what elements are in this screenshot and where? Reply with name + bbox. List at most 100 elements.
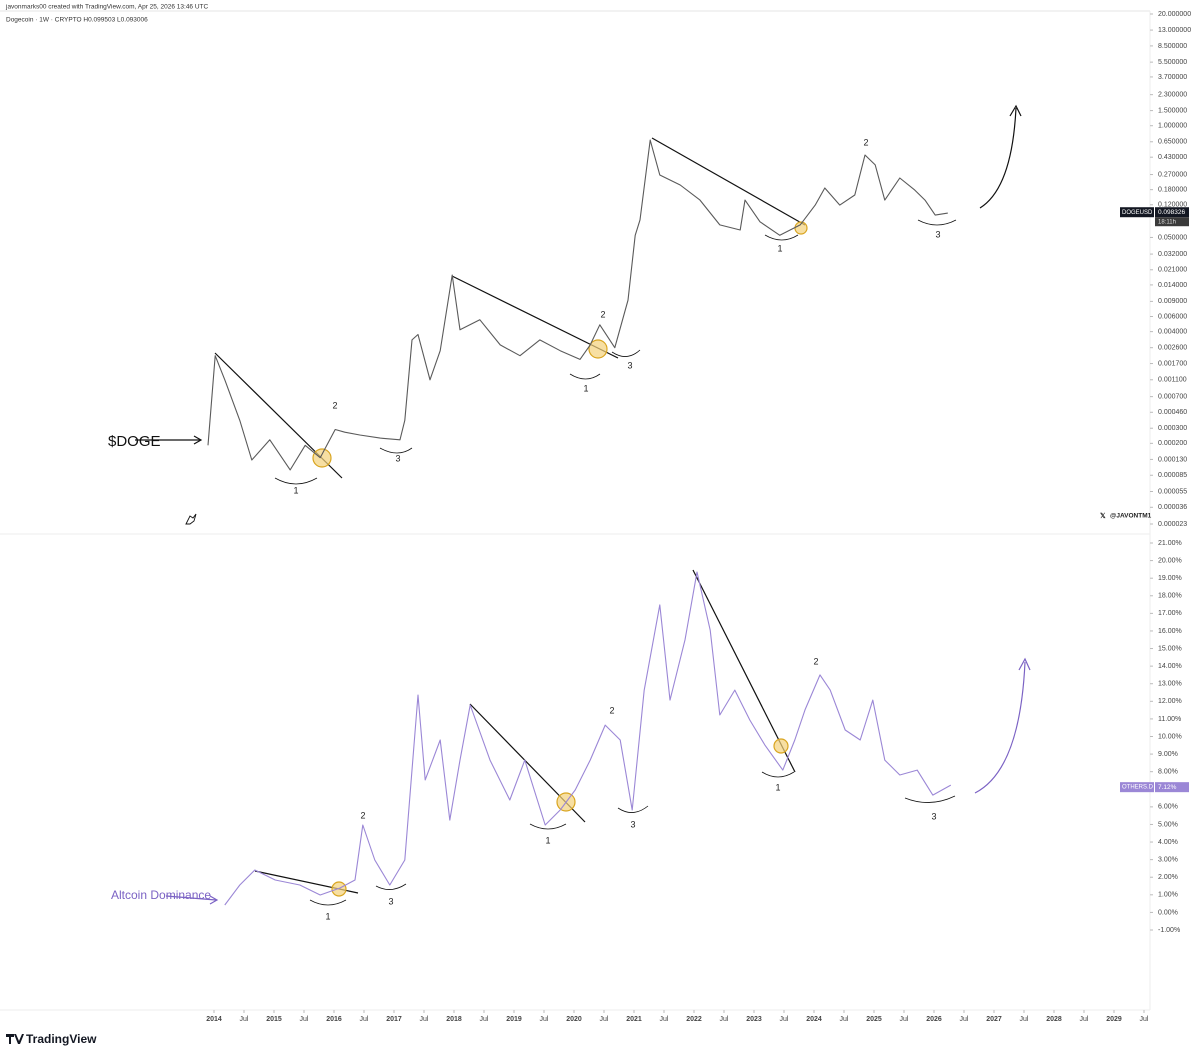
price-tag [1155,782,1189,793]
symbol-info: Dogecoin · 1W · CRYPTO H0.099503 L0.0930… [6,17,148,24]
symbol-tag-label: DOGEUSD [1122,210,1153,216]
y-tick-label: 0.014000 [1158,282,1187,289]
y-tick-label: 0.180000 [1158,187,1187,194]
wave-label: 2 [360,810,365,820]
x-tick-label: 2017 [386,1016,402,1023]
arrow-head [1009,104,1022,117]
bottom-arc [569,373,601,380]
price-tag-label: 7.12% [1158,784,1177,791]
bottom-arc [379,447,413,454]
y-tick-label: 13.000000 [1158,27,1191,34]
x-tick-label: Jul [540,1016,549,1023]
wave-label: 3 [388,896,393,906]
x-tick-label: Jul [660,1016,669,1023]
arrow-head [209,895,219,905]
x-tick-label: 2029 [1106,1016,1122,1023]
trend-line [651,137,806,226]
y-tick-label: 0.120000 [1158,202,1187,209]
doge-icon [185,513,197,525]
y-tick-label: 0.021000 [1158,267,1187,274]
price-line [207,139,948,471]
y-tick-label: 0.006000 [1158,313,1187,320]
x-tick-label: 2016 [326,1016,342,1023]
y-tick-label: 19.00% [1158,575,1182,582]
y-tick-label: 0.050000 [1158,234,1187,241]
y-tick-label: 0.000036 [1158,504,1187,511]
y-tick-label: 0.000200 [1158,440,1187,447]
y-tick-label: 0.001700 [1158,360,1187,367]
bottom-arc [761,771,795,778]
y-tick-label: 2.00% [1158,874,1178,881]
y-tick-label: 8.00% [1158,769,1178,776]
handle: @JAVONTM1 [1110,513,1152,520]
y-tick-label: 20.00% [1158,557,1182,564]
wave-label: 3 [935,229,940,239]
bottom-arc [529,823,567,830]
x-tick-label: 2020 [566,1016,582,1023]
y-tick-label: 8.500000 [1158,43,1187,50]
wave-label: 1 [325,911,330,921]
x-tick-label: Jul [780,1016,789,1023]
tv-logo [6,1034,24,1044]
breakout-circle [773,738,789,754]
bottom-arc [917,219,957,226]
y-tick-label: 0.650000 [1158,139,1187,146]
y-tick-label: 13.00% [1158,681,1182,688]
header-credit: javonmarks00 created with TradingView.co… [5,4,209,11]
y-tick-label: 0.032000 [1158,251,1187,258]
y-tick-label: 5.00% [1158,821,1178,828]
x-tick-label: Jul [1080,1016,1089,1023]
arrow-head [193,435,203,445]
x-tick-label: 2022 [686,1016,702,1023]
pointer-arrow [165,895,217,901]
wave-label: 2 [863,137,868,147]
y-tick-label: 15.00% [1158,645,1182,652]
wave-label: 3 [630,819,635,829]
y-tick-label: 0.270000 [1158,171,1187,178]
x-tick-label: 2027 [986,1016,1002,1023]
wave-label: 3 [627,360,632,370]
wave-label: 2 [600,309,605,319]
breakout-circle [588,339,608,359]
wave-label: 3 [931,811,936,821]
price-tag [1155,207,1189,218]
x-tick-label: 2028 [1046,1016,1062,1023]
y-tick-label: 0.00% [1158,909,1178,916]
y-tick-label: 3.700000 [1158,74,1187,81]
y-tick-label: 5.500000 [1158,59,1187,66]
x-tick-label: Jul [360,1016,369,1023]
y-tick-label: 9.00% [1158,751,1178,758]
y-tick-label: 17.00% [1158,610,1182,617]
wave-label: 1 [545,835,550,845]
breakout-circle [312,448,332,468]
y-tick-label: 0.002600 [1158,345,1187,352]
x-tick-label: 2023 [746,1016,762,1023]
x-tick-label: Jul [1140,1016,1149,1023]
y-tick-label: 0.000130 [1158,456,1187,463]
wave-label: 2 [332,400,337,410]
y-tick-label: 0.000085 [1158,472,1187,479]
y-tick-label: 10.00% [1158,733,1182,740]
dominance-drawings [165,569,1031,906]
symbol-tag [1120,207,1154,218]
y-tick-label: 0.000055 [1158,488,1187,495]
breakout-circle [331,881,347,897]
y-tick-label: 21.00% [1158,540,1182,547]
wave-label: 1 [775,782,780,792]
wave-label: 1 [777,243,782,253]
y-tick-label: -1.00% [1158,927,1180,934]
wave-label: 2 [609,705,614,715]
projection-arrow [974,661,1026,794]
bottom-arc [274,477,318,485]
y-tick-label: 4.00% [1158,839,1178,846]
wave-label: 2 [813,656,818,666]
wave-label: 3 [395,453,400,463]
x-tick-label: Jul [480,1016,489,1023]
x-logo: 𝕏 [1100,512,1106,520]
series-label: $DOGE [108,433,161,450]
x-tick-label: Jul [840,1016,849,1023]
doge-drawings [135,104,1022,525]
y-tick-label: 0.009000 [1158,298,1187,305]
symbol-tag [1120,782,1154,793]
